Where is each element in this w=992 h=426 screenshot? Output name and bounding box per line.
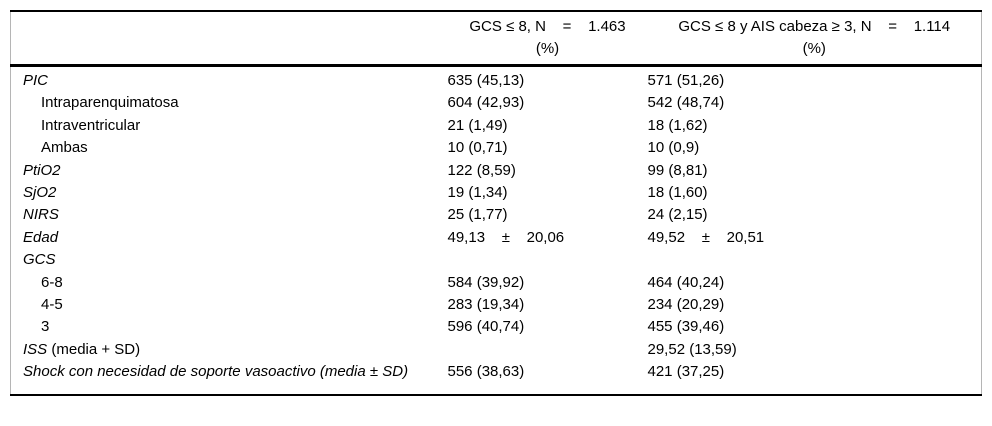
- header-col-gcs8-ais-line2: (%): [802, 40, 826, 57]
- header-col-gcs8-line1: GCS ≤ 8, N = 1.463: [469, 18, 626, 35]
- table-row-edad: Edad 49,13 ± 20,06 49,52 ± 20,51: [11, 227, 982, 249]
- row-label-italic: SjO2: [23, 184, 57, 202]
- row-label: Shock con necesidad de soporte vasoactiv…: [11, 361, 448, 394]
- cell-gcs8: 584 (39,92): [447, 273, 525, 291]
- row-label: Intraventricular: [11, 115, 448, 137]
- cell-gcs8-ais: 99 (8,81): [647, 161, 708, 179]
- row-label-italic: GCS: [23, 251, 56, 269]
- header-col-gcs8-ais: GCS ≤ 8 y AIS cabeza ≥ 3, N = 1.114 (%): [647, 11, 982, 67]
- table-row-intraparenquimatosa: Intraparenquimatosa 604 (42,93) 542 (48,…: [11, 92, 982, 114]
- table-row-gcs: GCS: [11, 249, 982, 271]
- cell-gcs8: 635 (45,13): [447, 72, 525, 89]
- cell-gcs8: 283 (19,34): [447, 296, 525, 314]
- cell-gcs8: 21 (1,49): [447, 116, 508, 134]
- row-label: 6-8: [11, 272, 448, 294]
- cell-gcs8-ais: 234 (20,29): [647, 296, 725, 314]
- cell-gcs8: 596 (40,74): [447, 318, 525, 336]
- cell-gcs8-ais: 49,52 ± 20,51: [647, 228, 765, 246]
- cell-gcs8-ais: 29,52 (13,59): [647, 340, 737, 358]
- table-row-ambas: Ambas 10 (0,71) 10 (0,9): [11, 137, 982, 159]
- cell-gcs8: 25 (1,77): [447, 206, 508, 224]
- row-label-italic: ISS: [23, 340, 48, 358]
- cell-gcs8: [448, 339, 648, 361]
- table-row-gcs-6-8: 6-8 584 (39,92) 464 (40,24): [11, 272, 982, 294]
- table-row-nirs: NIRS 25 (1,77) 24 (2,15): [11, 204, 982, 226]
- header-empty-cell: [10, 11, 448, 67]
- row-label-regular: 3: [41, 318, 50, 336]
- row-label-italic: PIC: [23, 72, 49, 89]
- cell-gcs8-ais: 10 (0,9): [647, 139, 700, 157]
- cell-gcs8-ais: 24 (2,15): [647, 206, 708, 224]
- row-label-regular: 4-5: [41, 296, 63, 314]
- row-label: 4-5: [11, 294, 448, 316]
- header-col-gcs8-ais-line1: GCS ≤ 8 y AIS cabeza ≥ 3, N = 1.114: [678, 18, 951, 35]
- table-row-gcs-3: 3 596 (40,74) 455 (39,46): [11, 316, 982, 338]
- row-label-regular: 6-8: [41, 273, 63, 291]
- cell-gcs8-ais: 542 (48,74): [647, 94, 725, 112]
- row-label-regular: (media + SD): [47, 340, 141, 358]
- table-row-shock: Shock con necesidad de soporte vasoactiv…: [11, 361, 982, 394]
- row-label: PtiO2: [11, 160, 448, 182]
- table-row-sjo2: SjO2 19 (1,34) 18 (1,60): [11, 182, 982, 204]
- cell-gcs8: 10 (0,71): [447, 139, 508, 157]
- cell-gcs8-ais: [648, 249, 982, 271]
- row-label-italic: NIRS: [23, 206, 59, 224]
- row-label: NIRS: [11, 204, 448, 226]
- cell-gcs8: [448, 249, 648, 271]
- cell-gcs8: 556 (38,63): [447, 363, 525, 381]
- row-label: Intraparenquimatosa: [11, 92, 448, 114]
- row-label-italic: PtiO2: [23, 161, 61, 179]
- cell-gcs8-ais: 421 (37,25): [647, 363, 725, 381]
- row-label-regular: Intraparenquimatosa: [41, 94, 179, 112]
- cell-gcs8-ais: 18 (1,62): [647, 116, 708, 134]
- row-label-italic: Shock con necesidad de soporte vasoactiv…: [23, 363, 409, 381]
- header-col-gcs8: GCS ≤ 8, N = 1.463 (%): [447, 11, 648, 67]
- cell-gcs8: 122 (8,59): [447, 161, 516, 179]
- row-label-italic: Edad: [23, 228, 59, 246]
- header-row: GCS ≤ 8, N = 1.463 (%) GCS ≤ 8 y AIS cab…: [10, 11, 982, 67]
- cell-gcs8-ais: 571 (51,26): [647, 72, 725, 89]
- row-label: PIC: [11, 66, 448, 93]
- row-label-regular: Ambas: [41, 139, 88, 157]
- row-label: Ambas: [11, 137, 448, 159]
- cell-gcs8-ais: 455 (39,46): [647, 318, 725, 336]
- row-label: 3: [11, 316, 448, 338]
- header-col-gcs8-line2: (%): [535, 40, 560, 57]
- table-row-intraventricular: Intraventricular 21 (1,49) 18 (1,62): [11, 115, 982, 137]
- row-label: GCS: [11, 249, 448, 271]
- cell-gcs8: 49,13 ± 20,06: [447, 228, 565, 246]
- table-row-iss: ISS (media + SD) 29,52 (13,59): [11, 339, 982, 361]
- table-row-ptio2: PtiO2 122 (8,59) 99 (8,81): [11, 160, 982, 182]
- cell-gcs8: 19 (1,34): [447, 184, 508, 202]
- table-row-pic: PIC 635 (45,13) 571 (51,26): [11, 66, 982, 93]
- row-label: SjO2: [11, 182, 448, 204]
- row-label-regular: Intraventricular: [41, 116, 141, 134]
- results-table: GCS ≤ 8, N = 1.463 (%) GCS ≤ 8 y AIS cab…: [10, 10, 982, 396]
- cell-gcs8-ais: 18 (1,60): [647, 184, 708, 202]
- row-label: Edad: [11, 227, 448, 249]
- row-label: ISS (media + SD): [11, 339, 448, 361]
- table-row-gcs-4-5: 4-5 283 (19,34) 234 (20,29): [11, 294, 982, 316]
- cell-gcs8-ais: 464 (40,24): [647, 273, 725, 291]
- cell-gcs8: 604 (42,93): [447, 94, 525, 112]
